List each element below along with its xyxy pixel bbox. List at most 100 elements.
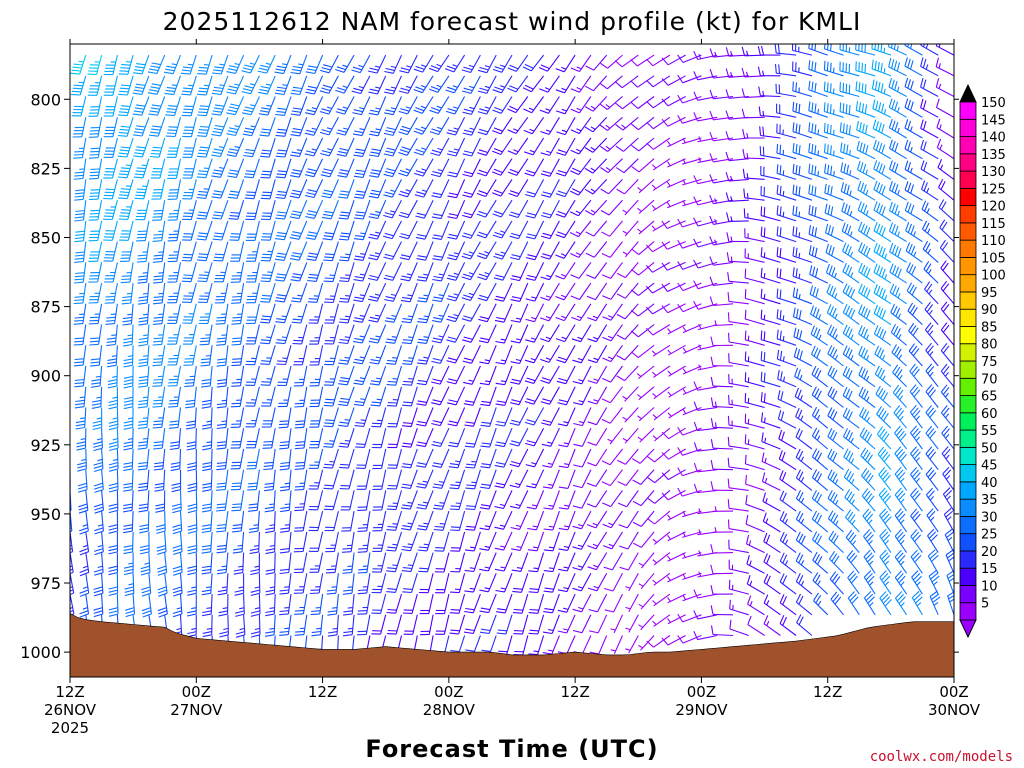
wind-barb	[600, 199, 623, 216]
wind-barb	[876, 426, 892, 450]
wind-barb	[871, 79, 892, 98]
wind-barb	[250, 594, 261, 617]
wind-barb	[638, 552, 655, 569]
wind-barb	[572, 593, 592, 613]
plot-frame	[69, 43, 955, 678]
wind-barb	[150, 158, 166, 179]
wind-barb	[182, 137, 197, 158]
wind-barb	[924, 322, 939, 346]
wind-barb	[123, 490, 134, 513]
wind-barb	[792, 143, 813, 160]
wind-barb	[573, 386, 592, 406]
wind-barb	[492, 54, 513, 73]
wind-barb	[275, 200, 292, 220]
wind-barb	[879, 570, 892, 595]
wind-barb	[372, 510, 387, 532]
wind-barb	[622, 427, 639, 444]
wind-barb	[201, 573, 213, 596]
wind-barb	[170, 448, 182, 472]
wind-barb	[383, 199, 402, 219]
wind-barb	[479, 593, 497, 614]
wind-barb	[616, 303, 639, 320]
wind-barb	[386, 614, 403, 635]
wind-barb	[615, 137, 639, 152]
wind-barb	[401, 510, 418, 531]
wind-barb	[792, 267, 813, 284]
wind-barb	[446, 137, 466, 157]
wind-barb	[369, 365, 387, 386]
wind-barb	[495, 407, 513, 427]
wind-barb	[661, 116, 686, 127]
wind-barb	[244, 179, 260, 200]
wind-barb	[136, 241, 150, 263]
wind-barb	[73, 262, 87, 284]
wind-barb	[741, 88, 765, 98]
x-axis-label: Forecast Time (UTC)	[365, 735, 658, 763]
wind-barb	[794, 367, 813, 388]
wind-barb	[230, 386, 245, 408]
wind-barb	[387, 448, 403, 469]
wind-barb	[890, 324, 907, 346]
wind-barb	[357, 614, 371, 636]
wind-barb	[401, 448, 418, 469]
wind-barb	[477, 54, 497, 74]
wind-barb	[873, 325, 892, 346]
wind-barb	[795, 428, 813, 450]
wind-barb	[304, 96, 324, 116]
wind-barb	[827, 469, 844, 491]
wind-barb	[661, 303, 686, 314]
wind-barb	[290, 75, 308, 96]
wind-barb	[636, 386, 655, 401]
wind-barb	[335, 75, 355, 94]
wind-barb	[231, 324, 245, 346]
wind-barb	[186, 428, 197, 451]
wind-barb	[587, 407, 608, 426]
wind-barb	[584, 179, 608, 195]
wind-barb	[827, 489, 844, 512]
wind-barb	[667, 137, 686, 148]
wind-barb	[187, 531, 198, 555]
wind-barb	[123, 386, 134, 410]
wind-barb	[792, 61, 813, 77]
wind-barb	[323, 386, 339, 407]
wind-barb	[873, 304, 892, 326]
wind-barb	[246, 262, 260, 283]
wind-barb	[795, 510, 813, 533]
wind-barb	[743, 208, 765, 222]
wind-barb	[211, 200, 229, 220]
wind-barb	[622, 386, 639, 402]
wind-barb	[275, 324, 292, 345]
wind-barb	[763, 532, 781, 554]
wind-barb	[401, 469, 418, 490]
wind-barb	[906, 262, 923, 284]
wind-barb	[540, 282, 560, 301]
wind-barb	[808, 60, 828, 77]
wind-barb	[445, 54, 466, 73]
wind-barb	[275, 158, 292, 179]
wind-barb	[558, 469, 576, 489]
wind-barb	[904, 98, 923, 118]
wind-barb	[741, 46, 765, 57]
wind-barb	[235, 594, 245, 617]
wind-barb	[399, 220, 418, 240]
colorbar-label: 65	[981, 390, 998, 405]
wind-barb	[709, 110, 734, 121]
wind-barb	[572, 345, 592, 364]
wind-barb	[384, 282, 403, 302]
wind-barb	[132, 117, 150, 137]
colorbar-label: 60	[981, 407, 998, 422]
wind-barb	[90, 345, 103, 367]
wind-barb	[338, 200, 355, 220]
wind-barb	[93, 573, 104, 597]
wind-barb	[911, 570, 923, 595]
wind-barb	[185, 407, 197, 430]
wind-barb	[323, 428, 339, 448]
wind-barb	[339, 241, 355, 262]
wind-barb	[570, 116, 592, 135]
wind-barb	[638, 635, 655, 651]
wind-barb	[342, 573, 355, 595]
wind-barb	[138, 345, 150, 368]
wind-barb	[742, 168, 765, 180]
wind-barb	[843, 428, 860, 450]
wind-barb	[91, 386, 103, 409]
